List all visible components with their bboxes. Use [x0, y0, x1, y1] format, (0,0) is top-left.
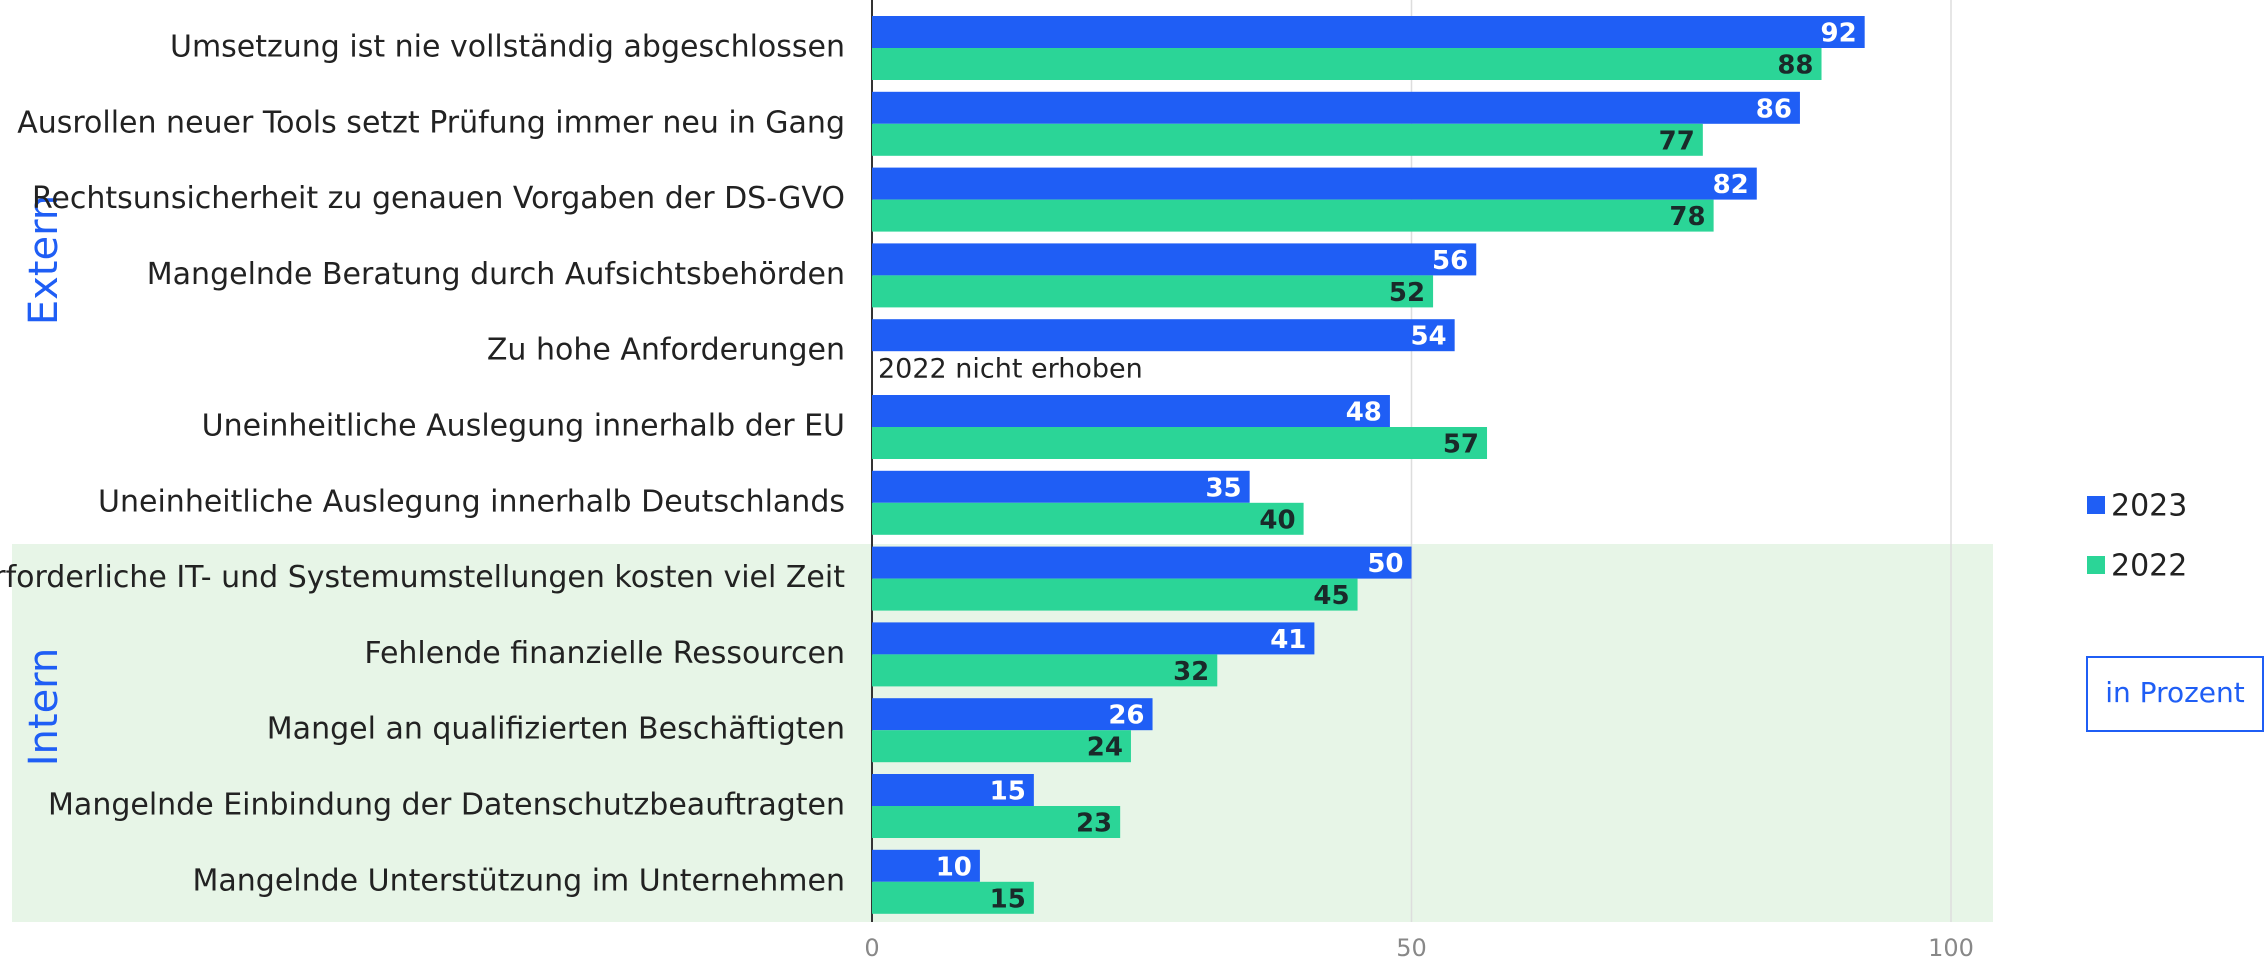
legend-label: 2022	[2111, 549, 2187, 584]
bar	[872, 91, 1800, 124]
category-label: Rechtsunsicherheit zu genauen Vorgaben d…	[32, 181, 845, 216]
legend-swatch	[2087, 496, 2105, 514]
category-label: Fehlende finanzielle Ressourcen	[364, 636, 845, 671]
bar	[872, 622, 1315, 655]
x-tick-label: 0	[864, 934, 879, 961]
group-label: Extern	[21, 195, 67, 325]
data-label: 82	[1713, 170, 1749, 200]
category-label: Uneinheitliche Auslegung innerhalb Deuts…	[98, 484, 845, 519]
data-label: 52	[1389, 278, 1425, 308]
bar	[872, 698, 1153, 731]
bar	[872, 546, 1412, 579]
data-label: 15	[990, 777, 1026, 807]
data-label: 32	[1173, 657, 1209, 687]
data-label: 15	[990, 884, 1026, 914]
data-label: 50	[1367, 549, 1403, 579]
bar	[872, 806, 1121, 838]
data-label: 24	[1087, 733, 1123, 763]
bar	[872, 578, 1358, 611]
category-label: Zu hohe Anforderungen	[487, 333, 845, 368]
bar	[872, 427, 1488, 459]
data-label: 35	[1205, 473, 1241, 503]
bar	[872, 275, 1434, 308]
category-label: Mangelnde Einbindung der Datenschutzbeau…	[48, 788, 845, 823]
category-label: Ausrollen neuer Tools setzt Prüfung imme…	[17, 105, 845, 140]
data-label: 23	[1076, 809, 1112, 839]
x-tick-label: 50	[1396, 934, 1427, 961]
category-label: Uneinheitliche Auslegung innerhalb der E…	[202, 409, 845, 444]
category-label: Umsetzung ist nie vollständig abgeschlos…	[170, 30, 845, 65]
bar	[872, 730, 1131, 763]
bar	[872, 199, 1714, 232]
data-label: 77	[1659, 126, 1695, 156]
x-tick-label: 100	[1928, 934, 1974, 961]
data-label: 26	[1108, 701, 1144, 731]
bar	[872, 167, 1757, 200]
data-label: 86	[1756, 94, 1792, 124]
data-label: 45	[1313, 581, 1349, 611]
legend-swatch	[2087, 556, 2105, 574]
bar	[872, 849, 980, 882]
category-label: Mangel an qualifizierten Beschäftigten	[267, 712, 845, 747]
data-label: 78	[1669, 202, 1705, 232]
data-label: 48	[1346, 398, 1382, 428]
bar	[872, 470, 1250, 503]
annotation: 2022 nicht erhoben	[878, 354, 1143, 385]
bar	[872, 319, 1455, 352]
data-label: 41	[1270, 625, 1306, 655]
data-label: 88	[1777, 51, 1813, 81]
bar	[872, 16, 1865, 48]
unit-box	[2086, 656, 2264, 732]
bar	[872, 243, 1477, 276]
bar	[872, 881, 1034, 914]
bar	[872, 654, 1218, 687]
bar	[872, 395, 1390, 427]
category-label: Mangelnde Unterstützung im Unternehmen	[193, 863, 846, 898]
bar	[872, 502, 1304, 535]
bar	[872, 123, 1703, 156]
data-label: 40	[1259, 505, 1295, 535]
data-label: 57	[1443, 430, 1479, 460]
data-label: 92	[1820, 19, 1856, 49]
data-label: 10	[936, 852, 972, 882]
bar	[872, 774, 1034, 806]
legend-label: 2023	[2111, 489, 2187, 524]
group-label: Intern	[21, 648, 67, 767]
data-label: 56	[1432, 246, 1468, 276]
category-label: Erforderliche IT- und Systemumstellungen…	[0, 560, 845, 595]
unit-note: in Prozent	[2105, 676, 2245, 709]
data-label: 54	[1410, 322, 1446, 352]
category-label: Mangelnde Beratung durch Aufsichtsbehörd…	[147, 257, 845, 292]
bar	[872, 48, 1822, 80]
